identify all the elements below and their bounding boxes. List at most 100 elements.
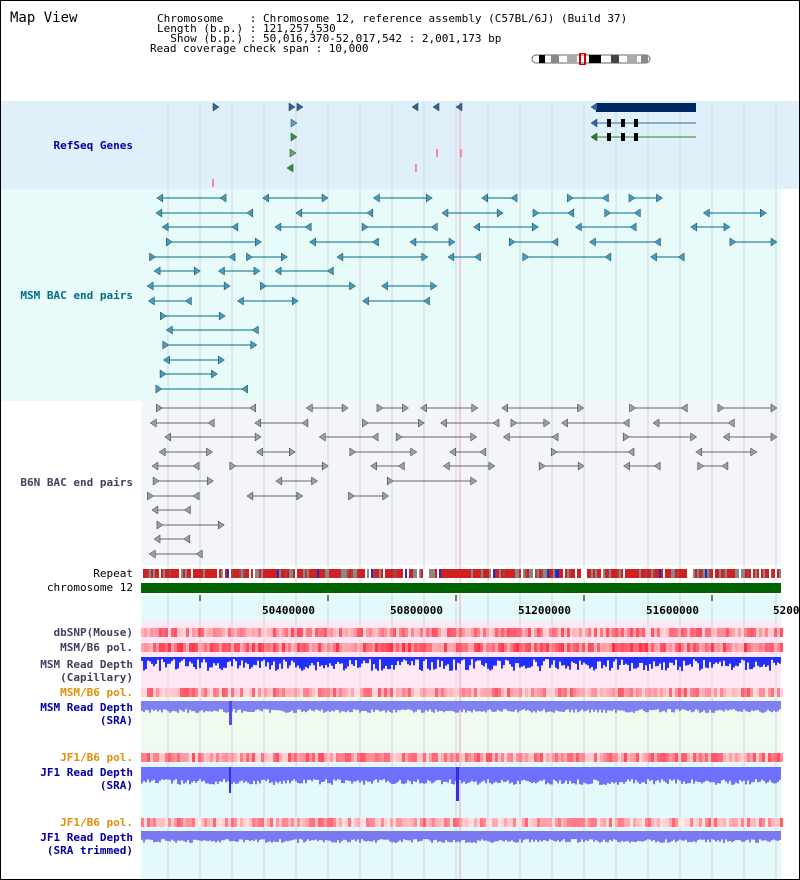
polymorphism-cell xyxy=(744,753,747,762)
read-depth-bar xyxy=(573,657,575,663)
refseq-track-label[interactable]: RefSeq Genes xyxy=(53,139,133,152)
read-depth-bar xyxy=(419,657,421,670)
polymorphism-cell xyxy=(675,643,678,652)
read-depth-bar xyxy=(649,831,651,840)
msm-b6-pol-label-2[interactable]: MSM/B6 pol. xyxy=(60,686,133,699)
polymorphism-cell xyxy=(429,643,432,652)
repeat-segment xyxy=(271,569,273,578)
polymorphism-cell xyxy=(501,688,504,697)
polymorphism-cell xyxy=(537,688,540,697)
read-depth-bar xyxy=(597,767,599,782)
polymorphism-cell xyxy=(588,818,591,827)
read-depth-bar xyxy=(169,657,171,664)
read-depth-bar xyxy=(513,831,515,842)
polymorphism-cell xyxy=(168,818,171,827)
read-depth-bar xyxy=(561,701,563,712)
read-depth-bar xyxy=(637,701,639,711)
polymorphism-cell xyxy=(255,628,258,637)
polymorphism-cell xyxy=(417,688,420,697)
read-depth-bar xyxy=(603,767,605,785)
jf1-b6-pol-label-2[interactable]: JF1/B6 pol. xyxy=(60,816,133,829)
polymorphism-cell xyxy=(351,688,354,697)
read-depth-bar xyxy=(435,767,437,781)
read-depth-bar xyxy=(347,701,349,711)
polymorphism-cell xyxy=(297,753,300,762)
repeat-segment xyxy=(445,569,447,578)
polymorphism-cell xyxy=(501,753,504,762)
read-depth-bar xyxy=(533,657,535,660)
polymorphism-cell xyxy=(777,753,780,762)
polymorphism-cell xyxy=(669,643,672,652)
repeat-segment xyxy=(389,569,391,578)
polymorphism-cell xyxy=(771,753,774,762)
read-depth-bar xyxy=(453,831,455,840)
read-depth-bar xyxy=(531,701,533,713)
polymorphism-cell xyxy=(381,628,384,637)
b6n-bac-pair-end xyxy=(192,461,200,471)
polymorphism-cell xyxy=(375,643,378,652)
polymorphism-cell xyxy=(486,818,489,827)
msm-bac-track-label[interactable]: MSM BAC end pairs xyxy=(20,289,133,302)
polymorphism-cell xyxy=(447,688,450,697)
read-depth-bar xyxy=(385,657,387,667)
read-depth-bar xyxy=(535,767,537,784)
jf1-b6-pol-label[interactable]: JF1/B6 pol. xyxy=(60,751,133,764)
repeat-segment xyxy=(757,569,759,578)
polymorphism-cell xyxy=(462,628,465,637)
polymorphism-cell xyxy=(753,628,756,637)
read-depth-bar xyxy=(211,701,213,712)
repeat-segment xyxy=(201,569,203,578)
polymorphism-cell xyxy=(432,688,435,697)
chromosome-ideogram[interactable] xyxy=(529,53,655,65)
msm-depth-capillary-label[interactable]: MSM Read Depth xyxy=(40,658,133,671)
read-depth-bar xyxy=(657,831,659,842)
b6n-bac-track-label[interactable]: B6N BAC end pairs xyxy=(20,476,133,489)
msm-bac-pair-end xyxy=(219,193,227,203)
repeat-segment xyxy=(333,569,335,578)
polymorphism-cell xyxy=(456,753,459,762)
polymorphism-cell xyxy=(192,628,195,637)
polymorphism-cell xyxy=(327,688,330,697)
polymorphism-cell xyxy=(681,818,684,827)
read-depth-bar xyxy=(489,657,491,671)
repeat-segment xyxy=(307,569,309,578)
polymorphism-cell xyxy=(258,688,261,697)
msm-bac-pair-end xyxy=(656,193,663,203)
polymorphism-cell xyxy=(705,628,708,637)
read-depth-bar xyxy=(203,701,205,713)
polymorphism-cell xyxy=(141,818,144,827)
read-depth-bar xyxy=(513,767,515,785)
repeat-segment xyxy=(489,569,491,578)
read-depth-bar xyxy=(423,657,425,661)
read-depth-bar xyxy=(713,831,715,840)
read-depth-bar xyxy=(261,657,263,662)
msm-b6-pol-label[interactable]: MSM/B6 pol. xyxy=(60,641,133,654)
read-depth-bar xyxy=(353,657,355,666)
repeat-segment xyxy=(193,569,195,578)
b6n-bac-pair-end xyxy=(254,418,262,428)
polymorphism-cell xyxy=(651,818,654,827)
dbsnp-track-label[interactable]: dbSNP(Mouse) xyxy=(53,626,133,639)
read-depth-bar xyxy=(657,701,659,710)
read-depth-bar xyxy=(643,701,645,711)
polymorphism-cell xyxy=(666,643,669,652)
jf1-trimmed-label[interactable]: JF1 Read Depth xyxy=(40,831,133,844)
read-depth-bar xyxy=(721,701,723,711)
msm-depth-sra-sub: (SRA) xyxy=(99,714,133,727)
polymorphism-cell xyxy=(678,753,681,762)
polymorphism-cell xyxy=(753,688,756,697)
jf1-depth-sra-label[interactable]: JF1 Read Depth xyxy=(40,766,133,779)
read-depth-bar xyxy=(461,701,463,713)
polymorphism-cell xyxy=(495,818,498,827)
read-depth-bar xyxy=(575,657,577,664)
polymorphism-cell xyxy=(435,753,438,762)
polymorphism-cell xyxy=(453,643,456,652)
msm-depth-sra-label[interactable]: MSM Read Depth xyxy=(40,701,133,714)
repeat-segment xyxy=(245,569,247,578)
polymorphism-cell xyxy=(726,688,729,697)
read-depth-bar xyxy=(211,831,213,842)
repeat-segment xyxy=(435,569,437,578)
read-depth-bar xyxy=(249,767,251,785)
read-depth-bar xyxy=(621,657,623,660)
